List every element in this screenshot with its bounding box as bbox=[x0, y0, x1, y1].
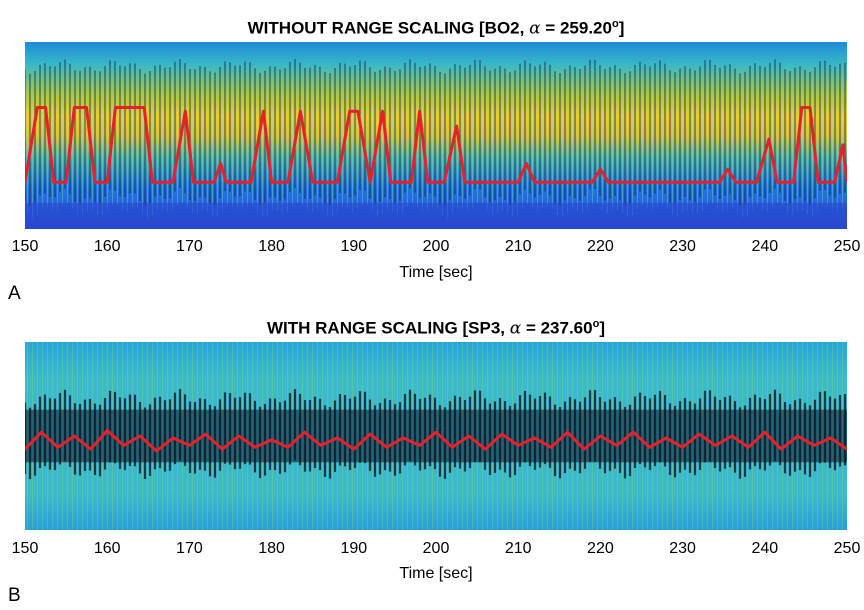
x-tick-label: 150 bbox=[11, 540, 39, 557]
panel-a-x-ticks: 150 160 170 180 190 200 210 220 230 240 250 bbox=[0, 238, 864, 260]
panel-a-plot bbox=[25, 42, 847, 229]
dark-band bbox=[25, 409, 847, 463]
x-tick-label: 240 bbox=[751, 540, 779, 557]
x-tick-label: 190 bbox=[340, 540, 368, 557]
heatmap-texture bbox=[25, 58, 846, 218]
x-tick-label: 240 bbox=[751, 238, 779, 255]
x-tick-label: 200 bbox=[422, 238, 450, 255]
panel-a: WITHOUT RANGE SCALING [BO2, α = 259.20o]… bbox=[0, 18, 864, 304]
x-tick-label: 210 bbox=[504, 540, 532, 557]
x-tick-label: 190 bbox=[340, 238, 368, 255]
x-tick-label: 170 bbox=[176, 238, 203, 255]
x-tick-label: 220 bbox=[587, 540, 614, 557]
x-tick-label: 200 bbox=[422, 540, 450, 557]
x-tick-label: 250 bbox=[833, 238, 861, 255]
x-tick-label: 210 bbox=[504, 238, 532, 255]
x-tick-label: 250 bbox=[833, 540, 861, 557]
panel-b-x-ticks: 150 160 170 180 190 200 210 220 230 240 250 bbox=[0, 540, 864, 562]
x-tick-label: 220 bbox=[587, 238, 614, 255]
low-intensity-band bbox=[25, 202, 847, 229]
estimate-line bbox=[25, 428, 847, 453]
panel-a-label: A bbox=[8, 283, 21, 304]
panel-a-title: WITHOUT RANGE SCALING [BO2, α = 259.20o] bbox=[247, 18, 625, 39]
x-tick-label: 230 bbox=[669, 540, 696, 557]
x-tick-label: 230 bbox=[669, 238, 696, 255]
panel-b-xlabel: Time [sec] bbox=[399, 565, 473, 582]
x-tick-label: 170 bbox=[176, 540, 203, 557]
x-tick-label: 180 bbox=[258, 540, 285, 557]
x-tick-label: 160 bbox=[93, 238, 121, 255]
panel-b-title: WITH RANGE SCALING [SP3, α = 237.60o] bbox=[267, 318, 605, 339]
estimate-line bbox=[25, 106, 847, 184]
panel-b-label: B bbox=[8, 585, 21, 606]
x-tick-label: 180 bbox=[258, 238, 285, 255]
panel-b: WITH RANGE SCALING [SP3, α = 237.60o] 15… bbox=[0, 305, 864, 610]
x-tick-label: 160 bbox=[93, 540, 121, 557]
x-tick-label: 150 bbox=[11, 238, 39, 255]
panel-b-plot bbox=[25, 342, 847, 530]
panel-a-xlabel: Time [sec] bbox=[399, 264, 473, 281]
